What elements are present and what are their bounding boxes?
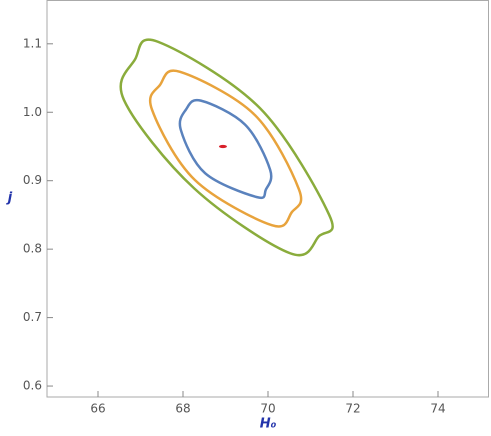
y-tick-label: 0.9 (23, 173, 42, 187)
best-fit-point (218, 144, 227, 149)
y-tick-label: 0.6 (23, 379, 42, 393)
x-tick-label: 74 (430, 402, 445, 416)
x-tick-label: 72 (345, 402, 360, 416)
x-tick-label: 68 (175, 402, 190, 416)
y-axis-title: j (6, 191, 13, 206)
contour-line (119, 38, 334, 257)
y-tick-label: 1.0 (23, 105, 42, 119)
y-tick-label: 0.7 (23, 310, 42, 324)
contour-line (148, 69, 303, 228)
contour-line (178, 98, 273, 200)
x-tick-label: 70 (260, 402, 275, 416)
y-tick-label: 0.8 (23, 242, 42, 256)
y-tick-label: 1.1 (23, 36, 42, 50)
plot-frame (46, 0, 489, 398)
x-axis-title: H₀ (260, 417, 277, 432)
x-tick-label: 66 (90, 402, 105, 416)
